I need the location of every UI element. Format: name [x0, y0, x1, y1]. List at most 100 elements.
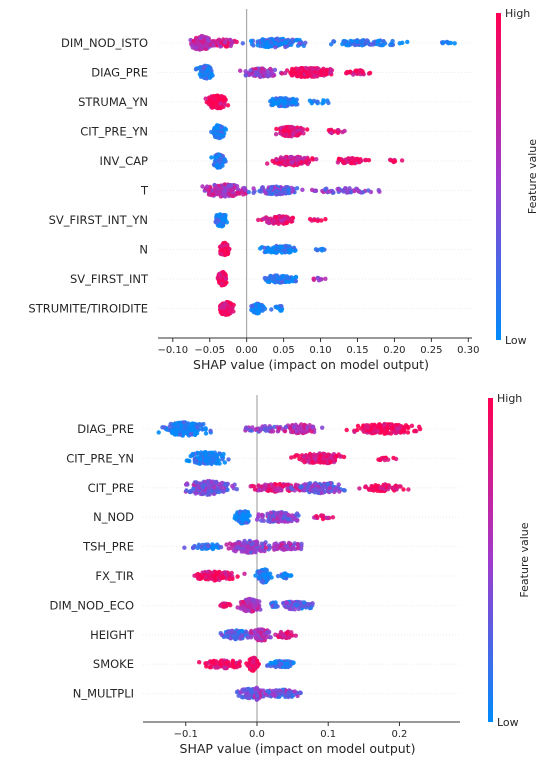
shap-point: [266, 428, 270, 432]
shap-point: [287, 280, 291, 284]
shap-point: [213, 575, 217, 579]
shap-point: [370, 42, 374, 46]
shap-point: [268, 545, 272, 549]
x-tick-label: −0.05: [194, 345, 225, 356]
shap-point: [266, 74, 270, 78]
shap-point: [314, 157, 318, 161]
shap-point: [227, 662, 231, 666]
shap-point: [210, 480, 214, 484]
x-axis-title: SHAP value (impact on model output): [193, 357, 429, 372]
shap-point: [206, 544, 210, 548]
shap-point: [263, 307, 267, 311]
shap-point: [414, 429, 418, 433]
shap-point: [211, 459, 215, 463]
shap-point: [258, 246, 262, 250]
shap-point: [219, 41, 223, 45]
shap-point: [323, 277, 327, 281]
shap-point: [389, 41, 393, 45]
shap-point: [282, 484, 286, 488]
shap-point: [387, 485, 391, 489]
shap-point: [342, 161, 346, 165]
shap-point: [251, 186, 255, 190]
shap-point: [251, 191, 255, 195]
shap-point: [246, 544, 250, 548]
feature-label: STRUMITE/TIROIDITE: [28, 302, 148, 316]
shap-point: [377, 39, 381, 43]
shap-point: [379, 43, 383, 47]
shap-point: [208, 99, 212, 103]
shap-point: [310, 601, 314, 605]
shap-chart-2: DIAG_PRECIT_PRE_YNCIT_PREN_NODTSH_PREFX_…: [49, 392, 531, 756]
shap-point: [291, 69, 295, 73]
shap-point: [273, 45, 277, 49]
shap-point: [310, 156, 314, 160]
shap-point: [335, 486, 339, 490]
shap-point: [326, 482, 330, 486]
feature-row-diag-pre: [157, 420, 423, 438]
shap-point: [256, 512, 260, 516]
shap-point: [296, 546, 300, 550]
shap-point: [274, 511, 278, 515]
shap-point: [395, 427, 399, 431]
shap-point: [257, 307, 261, 311]
shap-point: [221, 490, 225, 494]
shap-point: [255, 517, 259, 521]
shap-point: [273, 605, 277, 609]
shap-point: [270, 159, 274, 163]
shap-point: [232, 186, 236, 190]
shap-point: [240, 629, 244, 633]
feature-label: DIM_NOD_ISTO: [61, 36, 148, 50]
shap-point: [312, 70, 316, 74]
shap-point: [219, 485, 223, 489]
shap-point: [365, 38, 369, 42]
shap-point: [264, 250, 268, 254]
shap-point: [274, 189, 278, 193]
shap-point: [256, 483, 260, 487]
shap-point: [295, 186, 299, 190]
shap-point: [385, 426, 389, 430]
shap-point: [221, 660, 225, 664]
shap-point: [206, 482, 210, 486]
shap-point: [285, 125, 289, 129]
shap-point: [453, 41, 457, 45]
feature-label: FX_TIR: [95, 569, 134, 583]
feature-row-sv-first-int: [216, 270, 328, 288]
shap-point: [269, 186, 273, 190]
shap-point: [370, 423, 374, 427]
shap-point: [310, 429, 314, 433]
shap-point: [383, 458, 387, 462]
feature-row-smoke: [197, 656, 296, 673]
shap-point: [294, 279, 298, 283]
shap-point: [267, 630, 271, 634]
shap-point: [256, 570, 260, 574]
shap-point: [336, 131, 340, 135]
shap-point: [285, 601, 289, 605]
shap-point: [283, 244, 287, 248]
shap-point: [308, 217, 312, 221]
shap-point: [290, 40, 294, 44]
shap-point: [301, 488, 305, 492]
shap-point: [337, 157, 341, 161]
shap-point: [446, 40, 450, 44]
shap-point: [284, 276, 288, 280]
shap-point: [302, 460, 306, 464]
feature-row-height: [219, 627, 298, 643]
shap-point: [342, 488, 346, 492]
shap-point: [197, 422, 201, 426]
shap-point: [361, 71, 365, 75]
shap-point: [217, 490, 221, 494]
shap-point: [244, 73, 248, 77]
shap-point: [349, 190, 353, 194]
shap-point: [283, 40, 287, 44]
shap-point: [195, 40, 199, 44]
shap-point: [213, 570, 217, 574]
shap-point: [223, 40, 227, 44]
shap-point: [218, 106, 222, 110]
shap-point: [264, 191, 268, 195]
shap-point: [230, 194, 234, 198]
shap-point: [318, 453, 322, 457]
shap-point: [214, 480, 218, 484]
shap-point: [218, 159, 222, 163]
feature-label: HEIGHT: [90, 628, 135, 642]
shap-point: [217, 213, 221, 217]
